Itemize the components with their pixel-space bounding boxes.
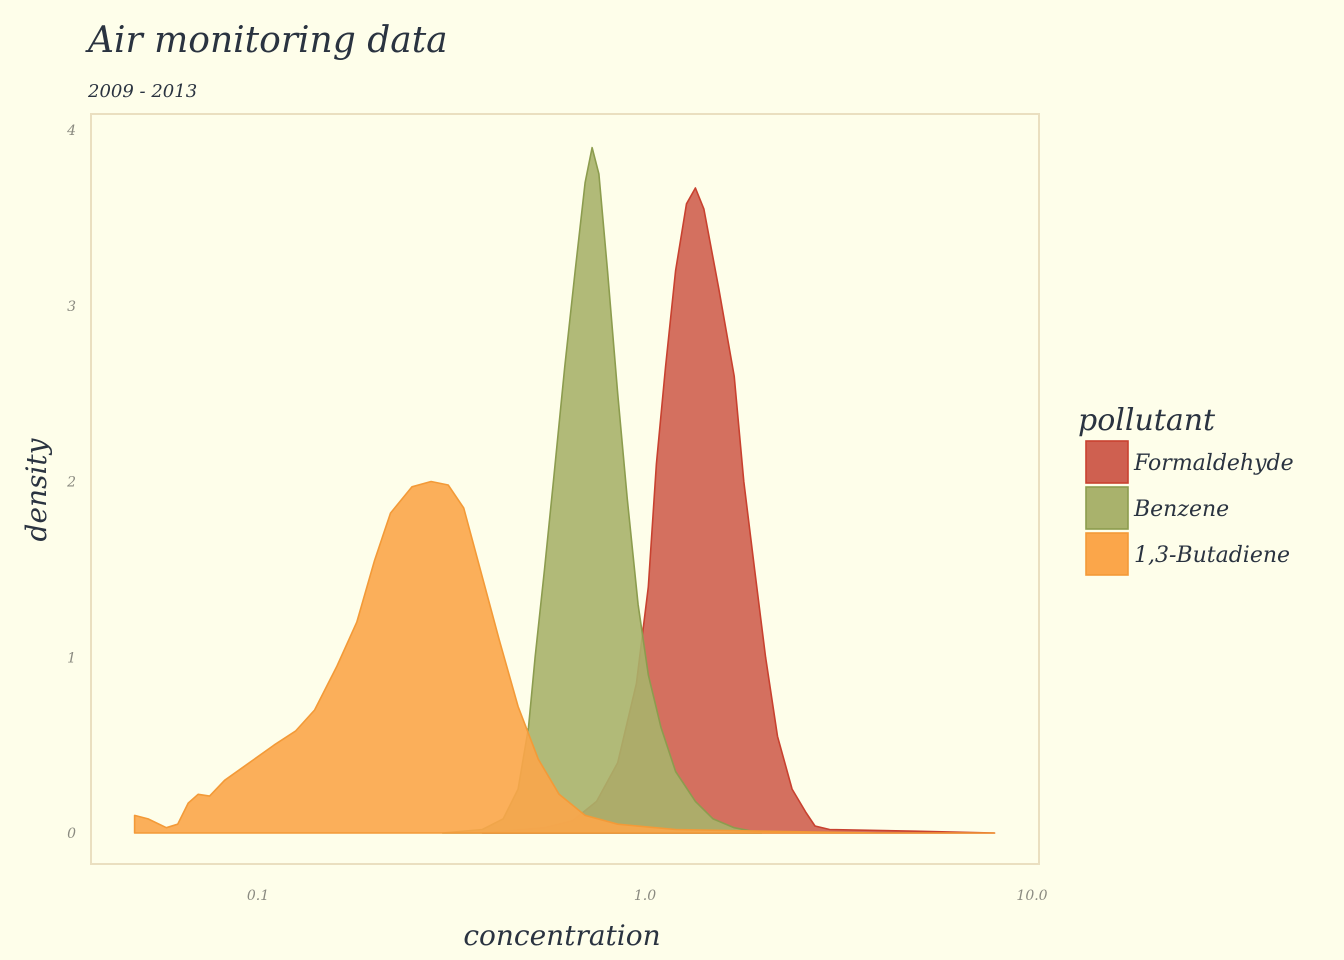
legend-swatch: [1085, 532, 1129, 576]
legend-label: Formaldehyde: [1133, 451, 1294, 476]
legend-swatch: [1085, 440, 1129, 484]
density-areas: [133, 146, 996, 834]
y-tick-label: 3: [67, 299, 76, 315]
legend-item-formaldehyde: Formaldehyde: [1085, 440, 1294, 484]
legend-label: Benzene: [1133, 497, 1229, 522]
y-axis-ticks: 0 1 2 3 4: [66, 123, 76, 842]
chart-title: Air monitoring data: [85, 20, 448, 61]
x-tick-label: 1.0: [634, 888, 656, 904]
legend-label: 1,3-Butadiene: [1134, 543, 1290, 568]
legend-title: pollutant: [1078, 403, 1216, 438]
x-tick-label: 10.0: [1016, 888, 1047, 904]
x-axis-title: concentration: [463, 919, 660, 952]
y-tick-label: 0: [67, 826, 76, 842]
x-axis-ticks: 0.1 1.0 10.0: [247, 888, 1048, 904]
density-area-benzene: [441, 146, 763, 834]
y-axis-title: density: [20, 437, 53, 541]
legend: pollutant Formaldehyde Benzene 1,3-Butadie…: [1078, 403, 1294, 576]
x-tick-label: 0.1: [247, 888, 269, 904]
legend-item-1-3-butadiene: 1,3-Butadiene: [1085, 532, 1290, 576]
legend-item-benzene: Benzene: [1085, 486, 1229, 530]
chart-subtitle: 2009 - 2013: [87, 81, 197, 102]
legend-items: Formaldehyde Benzene 1,3-Butadiene: [1085, 440, 1294, 576]
legend-swatch: [1085, 486, 1129, 530]
y-tick-label: 4: [66, 123, 76, 139]
y-tick-label: 2: [66, 475, 76, 491]
density-area-1-3-butadiene: [133, 480, 996, 834]
y-tick-label: 1: [67, 650, 76, 666]
plot-panel: [90, 113, 1040, 865]
